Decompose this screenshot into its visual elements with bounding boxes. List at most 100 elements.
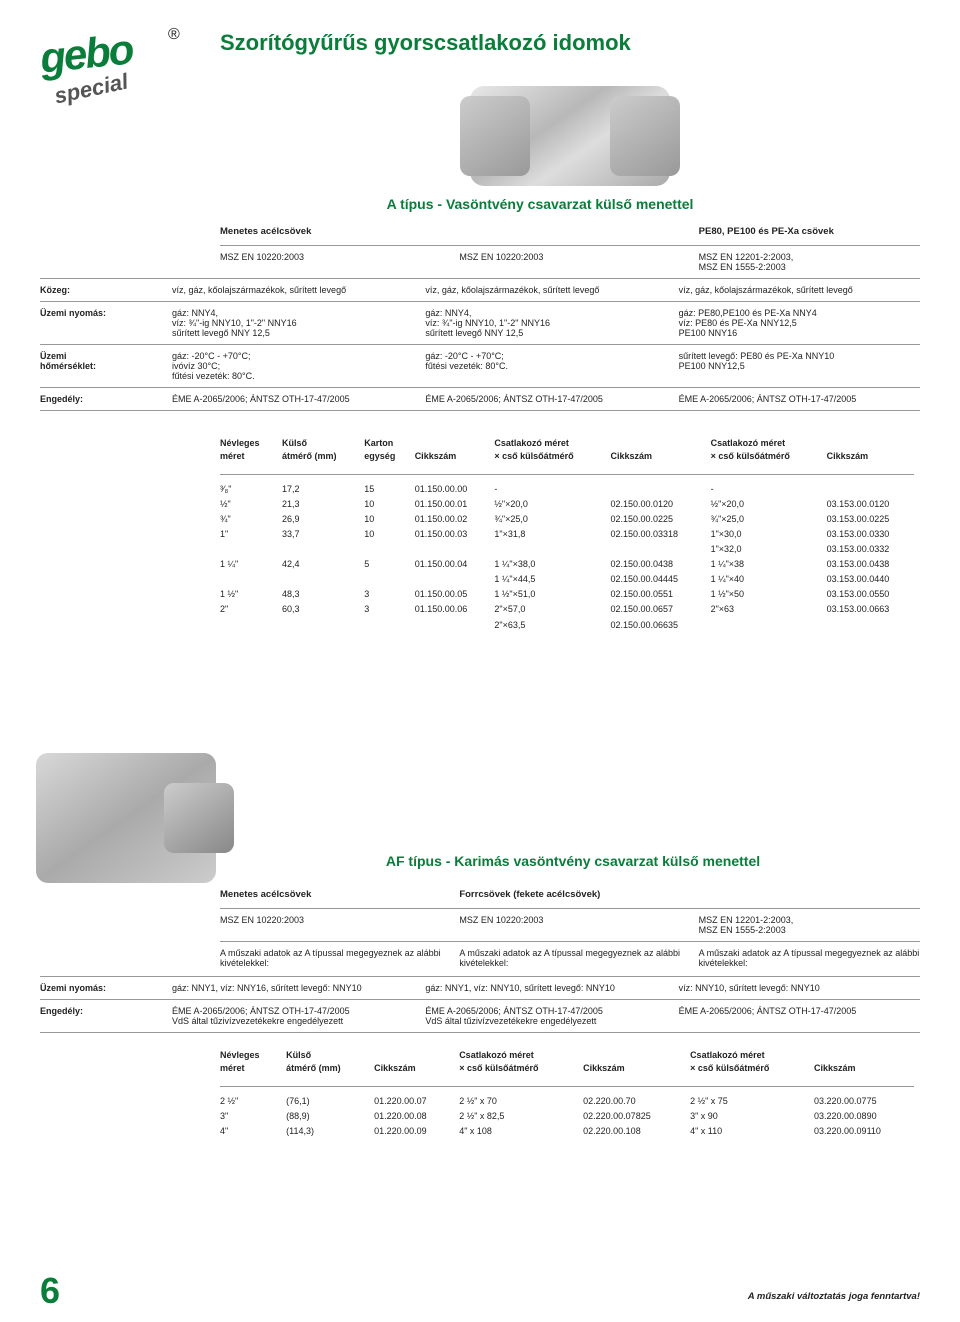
- table-header: Cikkszám: [374, 1047, 459, 1079]
- table-cell: 1 ½"×51,0: [494, 587, 610, 602]
- table-row: 4"(114,3)01.220.00.094" x 10802.220.00.1…: [220, 1124, 920, 1139]
- colhdr-3: PE80, PE100 és PE-Xa csövek: [699, 226, 920, 237]
- table-cell: [282, 542, 364, 557]
- section-af-table: Névleges méretKülső átmérő (mm)Cikkszám C…: [220, 1047, 920, 1139]
- table-cell: 2": [220, 602, 282, 617]
- table-row: 3"(88,9)01.220.00.082 ½" x 82,502.220.00…: [220, 1109, 920, 1124]
- table-row: 2 ½"(76,1)01.220.00.072 ½" x 7002.220.00…: [220, 1094, 920, 1109]
- footnote: A műszaki változtatás joga fenntartva!: [748, 1291, 920, 1302]
- table-cell: 2"×57,0: [494, 602, 610, 617]
- table-cell: 2 ½": [220, 1094, 286, 1109]
- spec-row: Üzemi nyomás:gáz: NNY4, víz: ¾"-ig NNY10…: [40, 308, 920, 338]
- spec-row: Üzemi hőmérséklet:gáz: -20°C - +70°C; iv…: [40, 351, 920, 381]
- table-cell: [364, 542, 414, 557]
- table-cell: (114,3): [286, 1124, 374, 1139]
- table-cell: ½"×20,0: [494, 497, 610, 512]
- table-cell: 01.220.00.07: [374, 1094, 459, 1109]
- spec-row: Közeg:víz, gáz, kőolajszármazékok, sűrít…: [40, 285, 920, 295]
- table-cell: 03.153.00.0120: [827, 497, 920, 512]
- table-cell: 1"×32,0: [711, 542, 827, 557]
- table-cell: 02.150.00.0120: [610, 497, 710, 512]
- table-cell: 02.150.00.0657: [610, 602, 710, 617]
- spec-col1: gáz: NNY1, víz: NNY16, sűrített levegő: …: [172, 983, 413, 993]
- spec-col2: gáz: -20°C - +70°C; fűtési vezeték: 80°C…: [425, 351, 666, 381]
- table-row: 1 ½"48,3301.150.00.051 ½"×51,002.150.00.…: [220, 587, 920, 602]
- table-header: Cikkszám: [415, 435, 495, 467]
- table-cell: [415, 618, 495, 633]
- spec-row: Engedély: ÉME A-2065/2006; ÁNTSZ OTH-17-4…: [40, 1006, 920, 1026]
- table-cell: 01.150.00.00: [415, 482, 495, 497]
- table-cell: 02.220.00.108: [583, 1124, 690, 1139]
- table-cell: 03.153.00.0550: [827, 587, 920, 602]
- table-cell: 01.150.00.06: [415, 602, 495, 617]
- spec-label: Üzemi nyomás:: [40, 983, 160, 993]
- af-note-2: A műszaki adatok az A típussal megegyezn…: [459, 948, 680, 968]
- table-cell: ¾"×25,0: [711, 512, 827, 527]
- spec-col3: gáz: PE80,PE100 és PE-Xa NNY4 víz: PE80 …: [679, 308, 920, 338]
- product-image-af: [36, 753, 216, 883]
- table-cell: 1": [220, 527, 282, 542]
- table-cell: 10: [364, 527, 414, 542]
- spec-col1: ÉME A-2065/2006; ÁNTSZ OTH-17-47/2005 Vd…: [172, 1006, 413, 1026]
- table-header: Cikkszám: [827, 435, 920, 467]
- table-cell: [220, 572, 282, 587]
- spec-row: Üzemi nyomás: gáz: NNY1, víz: NNY16, sűrí…: [40, 983, 920, 993]
- std-2: MSZ EN 10220:2003: [459, 252, 680, 272]
- std-3: MSZ EN 12201-2:2003, MSZ EN 1555-2:2003: [699, 252, 920, 272]
- af-std-3: MSZ EN 12201-2:2003, MSZ EN 1555-2:2003: [699, 915, 920, 935]
- table-header: Csatlakozó méret × cső külsőátmérő: [494, 435, 610, 467]
- table-cell: 5: [364, 557, 414, 572]
- table-cell: 1 ½"×50: [711, 587, 827, 602]
- table-cell: 02.150.00.04445: [610, 572, 710, 587]
- table-cell: 02.220.00.07825: [583, 1109, 690, 1124]
- spec-col3: víz: NNY10, sűrített levegő: NNY10: [679, 983, 920, 993]
- table-cell: [610, 482, 710, 497]
- table-header: Külső átmérő (mm): [286, 1047, 374, 1079]
- table-cell: [282, 572, 364, 587]
- table-cell: [494, 542, 610, 557]
- std-1: MSZ EN 10220:2003: [220, 252, 441, 272]
- table-cell: 01.150.00.01: [415, 497, 495, 512]
- table-header: Csatlakozó méret × cső külsőátmérő: [711, 435, 827, 467]
- table-cell: 26,9: [282, 512, 364, 527]
- table-cell: [711, 618, 827, 633]
- section-af-specs: Menetes acélcsövek Forrcsövek (fekete ac…: [220, 889, 920, 968]
- table-header: Csatlakozó méret × cső külsőátmérő: [690, 1047, 814, 1079]
- spec-col3: ÉME A-2065/2006; ÁNTSZ OTH-17-47/2005: [679, 394, 920, 404]
- table-cell: 2"×63: [711, 602, 827, 617]
- table-cell: -: [711, 482, 827, 497]
- spec-col2: víz, gáz, kőolajszármazékok, sűrített le…: [425, 285, 666, 295]
- table-header: Cikkszám: [610, 435, 710, 467]
- table-cell: 1 ¼"×38: [711, 557, 827, 572]
- table-cell: 02.150.00.03318: [610, 527, 710, 542]
- table-cell: 10: [364, 497, 414, 512]
- table-cell: 03.220.00.0890: [814, 1109, 920, 1124]
- table-cell: 02.150.00.06635: [610, 618, 710, 633]
- spec-label: Üzemi hőmérséklet:: [40, 351, 160, 381]
- spec-label: Engedély:: [40, 394, 160, 404]
- product-image-a: [470, 86, 670, 186]
- spec-col2: gáz: NNY1, víz: NNY10, sűrített levegő: …: [425, 983, 666, 993]
- page-number: 6: [40, 1270, 60, 1312]
- table-cell: ³⁄₈": [220, 482, 282, 497]
- af-note-1: A műszaki adatok az A típussal megegyezn…: [220, 948, 441, 968]
- spec-label: Engedély:: [40, 1006, 160, 1026]
- table-cell: [364, 618, 414, 633]
- table-header: Névleges méret: [220, 435, 282, 467]
- table-cell: 1 ¼"×44,5: [494, 572, 610, 587]
- spec-col2: ÉME A-2065/2006; ÁNTSZ OTH-17-47/2005: [425, 394, 666, 404]
- table-cell: 03.153.00.0330: [827, 527, 920, 542]
- table-cell: 1"×31,8: [494, 527, 610, 542]
- table-cell: [415, 572, 495, 587]
- table-cell: 3: [364, 602, 414, 617]
- table-cell: 3" x 90: [690, 1109, 814, 1124]
- table-cell: 01.150.00.03: [415, 527, 495, 542]
- table-header: Névleges méret: [220, 1047, 286, 1079]
- section-af-title: AF típus - Karimás vasöntvény csavarzat …: [226, 853, 920, 869]
- af-note-3: A műszaki adatok az A típussal megegyezn…: [699, 948, 920, 968]
- table-cell: 03.153.00.0663: [827, 602, 920, 617]
- table-cell: 03.153.00.0225: [827, 512, 920, 527]
- table-cell: [364, 572, 414, 587]
- table-cell: ½"×20,0: [711, 497, 827, 512]
- table-cell: 03.153.00.0438: [827, 557, 920, 572]
